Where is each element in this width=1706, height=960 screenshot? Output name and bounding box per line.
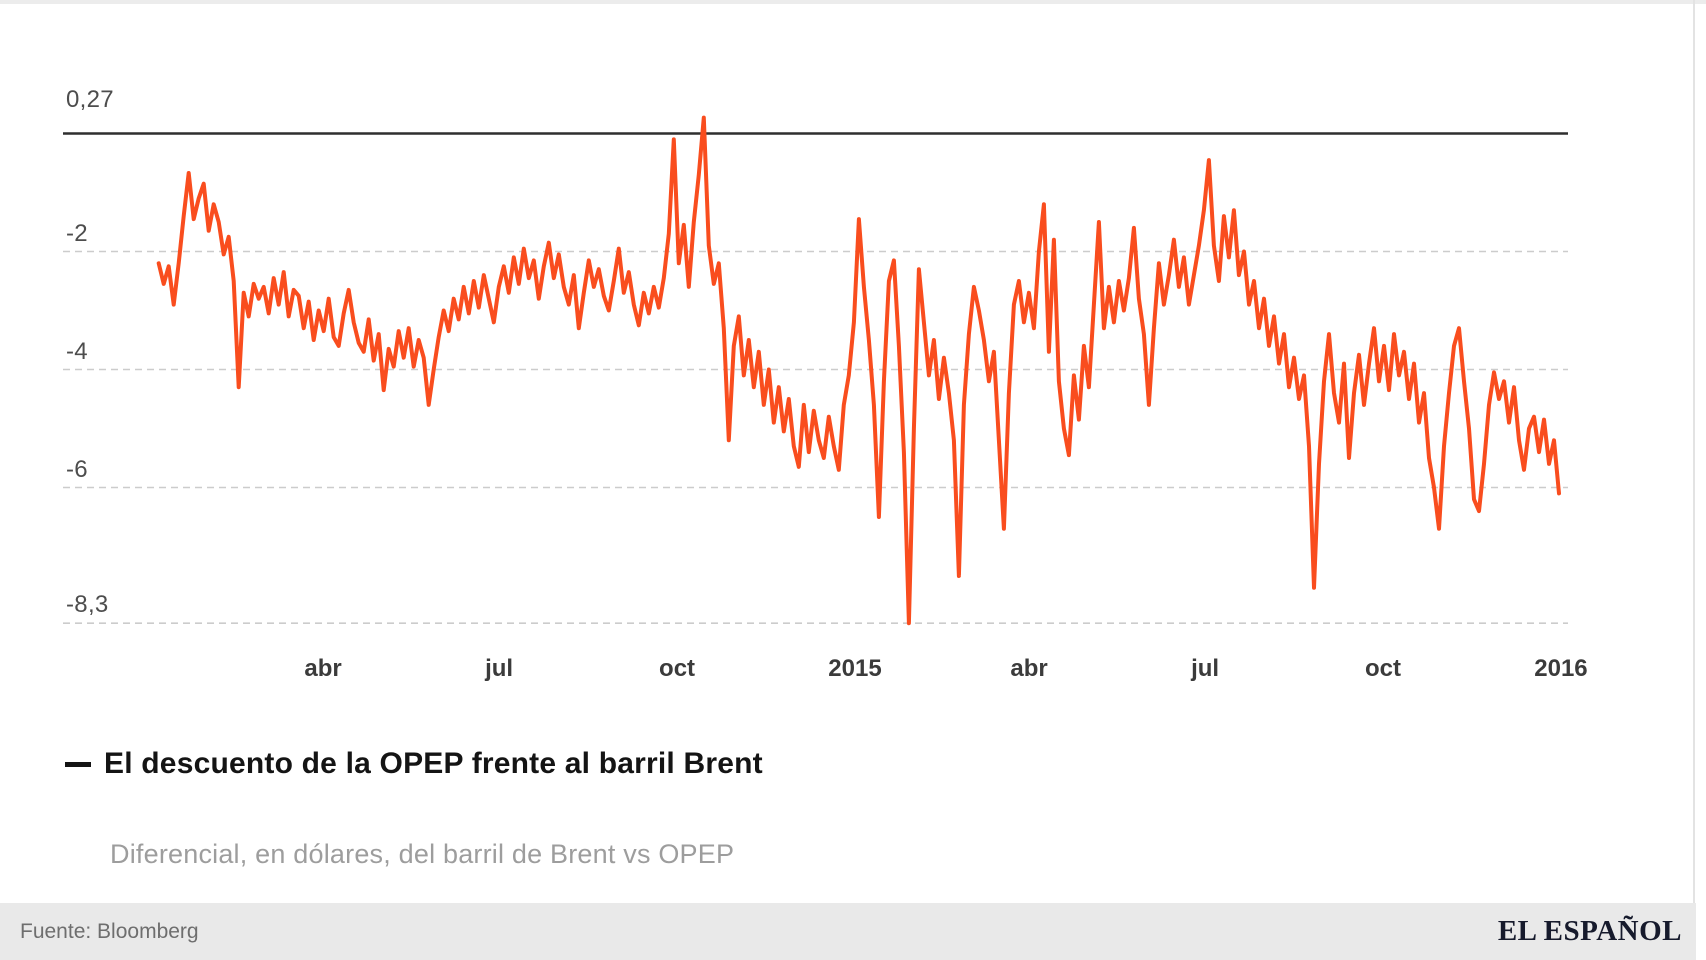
y-axis-label: -6 xyxy=(66,455,88,483)
plot-area[interactable] xyxy=(0,0,1706,700)
series-line[interactable] xyxy=(156,115,1561,626)
y-axis-label: -2 xyxy=(66,219,88,247)
card-top-border xyxy=(0,0,1706,4)
y-axis-label: -4 xyxy=(66,337,88,365)
x-axis-label: oct xyxy=(659,655,696,682)
x-axis-label: oct xyxy=(1365,655,1402,682)
x-axis-label: jul xyxy=(1191,655,1220,682)
y-axis-label: 0,27 xyxy=(66,85,114,113)
x-axis-label: jul xyxy=(485,655,514,682)
chart-subtitle: Diferencial, en dólares, del barril de B… xyxy=(110,839,735,869)
footer-bar: Fuente: Bloomberg EL ESPAÑOL xyxy=(0,903,1696,960)
x-axis-label: 2015 xyxy=(828,655,882,682)
y-axis-label: -8,3 xyxy=(66,591,109,619)
x-axis-label: abr xyxy=(304,655,342,682)
brand-logo: EL ESPAÑOL xyxy=(1497,915,1682,947)
x-axis-label: abr xyxy=(1010,655,1048,682)
x-axis-label: 2016 xyxy=(1534,655,1588,682)
source-label: Fuente: Bloomberg xyxy=(20,919,199,943)
legend-line-mark-icon xyxy=(65,761,91,767)
legend: El descuento de la OPEP frente al barril… xyxy=(65,747,763,781)
chart-title: El descuento de la OPEP frente al barril… xyxy=(104,747,763,780)
card-right-border xyxy=(1693,0,1695,960)
